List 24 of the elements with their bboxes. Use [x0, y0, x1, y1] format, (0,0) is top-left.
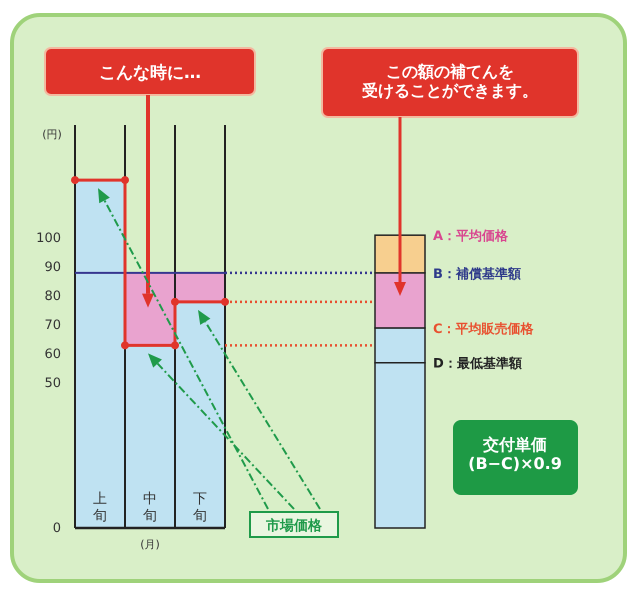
x-tick-label: 下旬: [193, 491, 207, 524]
y-tick-label: 90: [44, 260, 61, 276]
y-tick-label: 80: [44, 289, 61, 304]
y-tick-label: 100: [36, 231, 61, 246]
text: A：平均価格: [433, 229, 510, 244]
text: C：平均販売価格: [433, 320, 535, 337]
text: こんな時に…: [99, 63, 201, 83]
y-tick-label: 50: [44, 376, 61, 392]
x-tick-label: 中旬: [143, 491, 157, 524]
x-tick-label: 上旬: [93, 491, 107, 524]
y-axis-title: (円): [42, 128, 62, 141]
y-tick-label: 60: [44, 347, 61, 362]
bar: [125, 345, 175, 528]
annotation: 市場価格: [265, 517, 323, 534]
bar: [175, 302, 225, 528]
text: (B−C)×0.9: [468, 454, 562, 474]
text: B：補償基準額: [433, 266, 521, 282]
text: 交付単価: [482, 435, 547, 454]
x-axis-title: (月): [140, 538, 160, 551]
y-tick-label: 0: [52, 521, 61, 536]
text: この額の補てんを受けることができます。: [361, 62, 538, 100]
bar: [75, 180, 125, 528]
y-tick-label: 70: [44, 318, 61, 334]
text: D：最低基準額: [433, 356, 522, 372]
